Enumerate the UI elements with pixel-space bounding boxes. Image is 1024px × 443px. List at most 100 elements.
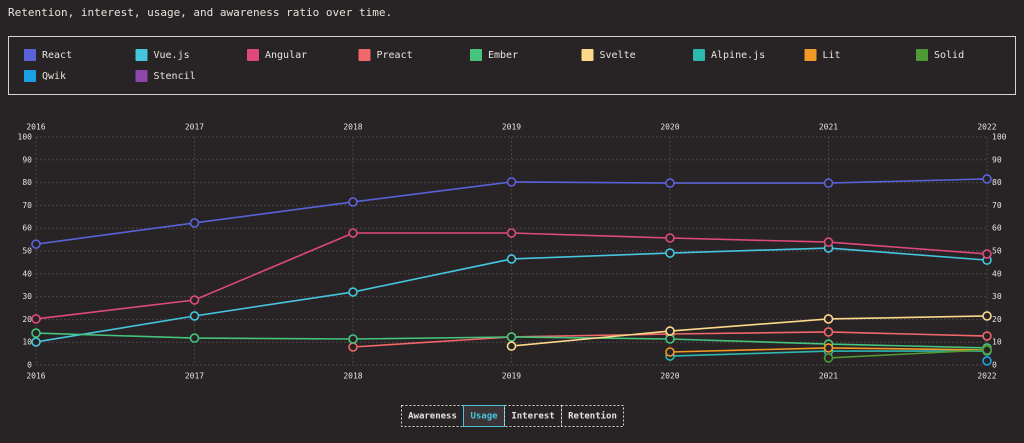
y-tick-label: 60: [22, 224, 32, 233]
legend-box: [8, 36, 1016, 95]
chart-title: Retention, interest, usage, and awarenes…: [8, 6, 392, 19]
legend-swatch: [581, 49, 594, 61]
x-tick-label-top: 2020: [660, 123, 679, 132]
y-tick-label: 100: [18, 133, 33, 142]
data-point: [31, 337, 41, 347]
data-point: [189, 333, 200, 343]
data-point: [823, 314, 834, 324]
legend-swatch: [24, 49, 36, 61]
data-point: [982, 311, 992, 321]
legend-label: Angular: [265, 50, 307, 61]
tab-button[interactable]: [561, 405, 624, 427]
legend-label: Ember: [488, 50, 518, 61]
x-tick-label-top: 2016: [26, 123, 45, 132]
legend-swatch: [693, 49, 705, 61]
legend-swatch: [916, 49, 928, 61]
data-point: [982, 331, 992, 341]
data-point: [31, 239, 41, 249]
data-point: [665, 326, 675, 336]
y-tick-label-right: 90: [992, 155, 1002, 164]
data-point: [348, 197, 358, 207]
data-point: [348, 287, 358, 297]
y-tick-label-right: 100: [992, 133, 1007, 142]
data-point: [982, 356, 992, 366]
data-point: [665, 334, 675, 344]
legend-label: Solid: [934, 50, 964, 61]
y-tick-label: 70: [22, 201, 32, 210]
x-tick-label: 2017: [185, 372, 204, 381]
data-point: [506, 228, 517, 238]
legend-label: Alpine.js: [711, 50, 765, 61]
data-point: [506, 332, 517, 342]
tab-label[interactable]: Interest: [511, 412, 554, 422]
x-tick-label: 2020: [660, 372, 679, 381]
y-tick-label-right: 60: [992, 224, 1002, 233]
x-tick-label-top: 2019: [502, 123, 521, 132]
x-tick-label: 2019: [502, 372, 521, 381]
x-tick-label: 2022: [977, 372, 996, 381]
y-tick-label: 20: [22, 315, 32, 324]
x-tick-label: 2016: [26, 372, 45, 381]
data-point: [31, 314, 41, 324]
tab-button[interactable]: [504, 405, 562, 427]
x-tick-label-top: 2022: [977, 123, 996, 132]
data-point: [665, 178, 675, 188]
data-point: [665, 248, 675, 258]
data-point: [189, 311, 200, 321]
data-point: [348, 342, 358, 352]
legend-swatch: [358, 49, 371, 61]
legend-swatch: [135, 70, 148, 82]
y-tick-label-right: 10: [992, 338, 1002, 347]
y-tick-label: 50: [22, 247, 32, 256]
x-tick-label: 2018: [343, 372, 362, 381]
data-point: [665, 233, 675, 243]
legend-swatch: [804, 49, 817, 61]
data-point: [982, 345, 992, 355]
series-line: [828, 349, 988, 359]
y-tick-label: 0: [27, 361, 32, 370]
data-point: [823, 178, 834, 188]
data-point: [506, 341, 517, 351]
y-tick-label-right: 50: [992, 247, 1002, 256]
legend-label: Svelte: [600, 50, 636, 61]
data-point: [823, 353, 834, 363]
tab-label[interactable]: Retention: [568, 411, 617, 422]
y-tick-label-right: 80: [992, 178, 1002, 187]
legend-label: Stencil: [154, 71, 196, 82]
data-point: [348, 334, 358, 344]
x-tick-label-top: 2018: [343, 123, 362, 132]
legend-label: React: [42, 50, 72, 61]
data-point: [31, 328, 41, 338]
y-tick-label-right: 70: [992, 201, 1002, 210]
y-tick-label: 80: [22, 178, 32, 187]
y-tick-label-right: 40: [992, 269, 1002, 278]
data-point: [506, 254, 517, 264]
data-point: [189, 295, 200, 305]
legend-swatch: [24, 70, 36, 82]
data-point: [823, 327, 834, 337]
data-point: [982, 174, 992, 184]
data-point: [348, 228, 358, 238]
legend-label: Preact: [377, 50, 413, 61]
x-tick-label-top: 2021: [819, 123, 838, 132]
x-tick-label-top: 2017: [185, 123, 204, 132]
data-point: [189, 218, 200, 228]
data-point: [823, 237, 834, 247]
y-tick-label: 10: [22, 338, 32, 347]
y-tick-label-right: 20: [992, 315, 1002, 324]
legend-label: Vue.js: [154, 50, 190, 61]
series-line: [511, 315, 988, 347]
legend-swatch: [247, 49, 259, 61]
data-point: [506, 177, 517, 187]
data-point: [665, 347, 675, 357]
x-tick-label: 2021: [819, 372, 838, 381]
legend-label: Qwik: [42, 71, 66, 82]
tab-label[interactable]: Usage: [470, 412, 498, 422]
legend-swatch: [135, 49, 148, 61]
y-tick-label-right: 30: [992, 292, 1002, 301]
y-tick-label: 90: [22, 155, 32, 164]
tab-label[interactable]: Awareness: [408, 412, 457, 422]
y-tick-label: 40: [22, 269, 32, 278]
